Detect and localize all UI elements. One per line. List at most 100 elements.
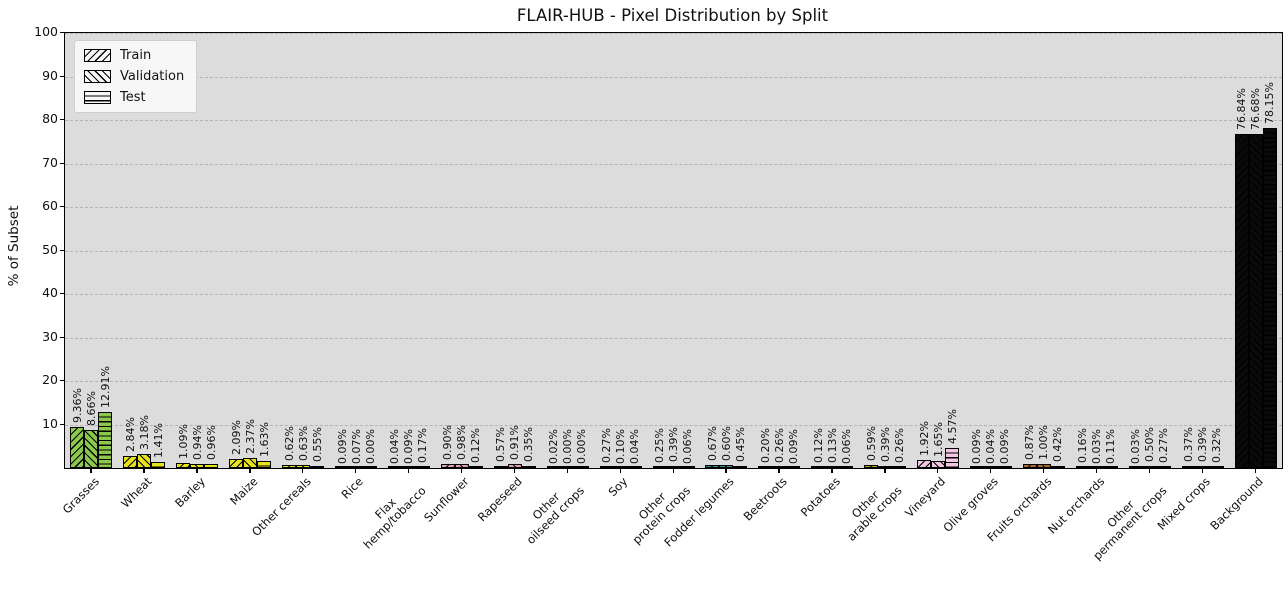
legend-label-test: Test: [120, 90, 146, 105]
bar-validation-16: [931, 460, 946, 468]
bar-train-3: [229, 458, 244, 468]
value-label-test-22: 78.15%: [1263, 82, 1277, 125]
value-label-test-20: 0.27%: [1157, 427, 1171, 463]
xtick-mark: [566, 468, 569, 473]
bar-train-1: [123, 455, 138, 468]
legend-item-train: Train: [84, 48, 184, 63]
bar-train-4: [282, 465, 297, 468]
value-label-test-11: 0.06%: [681, 428, 694, 464]
xtick-mark: [1148, 468, 1151, 473]
value-label-validation-2: 0.94%: [190, 424, 204, 460]
bar-train-8: [493, 465, 508, 468]
bar-test-6: [415, 466, 430, 468]
value-label-test-0: 12.91%: [98, 365, 112, 408]
bar-train-18: [1022, 464, 1037, 468]
bar-test-10: [627, 466, 642, 468]
legend-label-train: Train: [120, 48, 152, 63]
value-label-validation-10: 0.10%: [614, 428, 628, 464]
xtick-label-10: Soy: [605, 474, 631, 500]
value-label-validation-3: 2.37%: [243, 418, 257, 454]
bar-test-11: [680, 466, 695, 468]
value-label-validation-8: 0.91%: [508, 425, 522, 461]
ytick-mark: [60, 423, 64, 425]
bar-train-2: [176, 463, 191, 468]
ytick-label-10: 10: [42, 415, 58, 431]
bar-train-6: [387, 466, 402, 468]
gridline-100: [65, 33, 1282, 34]
value-label-train-12: 0.67%: [705, 426, 719, 462]
ytick-label-70: 70: [42, 154, 58, 170]
bar-train-0: [70, 427, 85, 468]
value-label-train-0: 9.36%: [70, 388, 84, 424]
value-label-train-13: 0.20%: [758, 428, 772, 464]
value-label-test-16: 4.57%: [945, 409, 959, 445]
bar-test-16: [945, 448, 960, 468]
value-label-validation-15: 0.39%: [878, 427, 892, 463]
value-label-validation-19: 0.03%: [1090, 428, 1104, 464]
ytick-mark: [60, 75, 64, 77]
bar-test-13: [786, 466, 801, 468]
value-label-train-8: 0.57%: [494, 426, 508, 462]
ytick-label-50: 50: [42, 241, 58, 257]
bar-validation-15: [878, 466, 893, 468]
value-label-test-14: 0.06%: [839, 428, 853, 464]
xtick-mark: [778, 468, 780, 473]
xtick-mark: [407, 468, 410, 473]
bar-train-14: [811, 466, 826, 468]
value-label-test-18: 0.42%: [1051, 427, 1065, 463]
gridline-50: [65, 250, 1282, 252]
xtick-mark: [619, 468, 621, 473]
xtick-mark: [831, 468, 833, 473]
xtick-label-2: Barley: [171, 474, 208, 511]
value-label-train-5: 0.09%: [335, 428, 349, 464]
bar-validation-7: [454, 463, 469, 468]
value-label-train-15: 0.59%: [864, 426, 878, 462]
xtick-label-3: Maize: [226, 474, 261, 508]
bar-test-1: [151, 461, 166, 468]
bar-test-9: [574, 466, 589, 468]
value-label-validation-0: 8.66%: [84, 391, 98, 427]
bar-validation-17: [983, 466, 998, 468]
ytick-mark: [60, 293, 64, 295]
bar-validation-3: [243, 457, 258, 468]
xtick-label-5: Rice: [338, 474, 367, 502]
bar-train-10: [599, 466, 614, 468]
ytick-label-40: 40: [42, 285, 58, 300]
bar-validation-22: [1248, 134, 1263, 468]
legend-item-test: Test: [84, 90, 184, 105]
bar-train-15: [864, 465, 879, 468]
value-label-train-7: 0.90%: [441, 425, 455, 461]
gridline-40: [65, 294, 1282, 295]
chart-title: FLAIR-HUB - Pixel Distribution by Split: [516, 6, 829, 25]
gridline-30: [65, 337, 1282, 339]
xtick-label-9: Other oilseed crops: [523, 483, 587, 547]
gridline-10: [65, 424, 1282, 426]
xtick-label-0: Grasses: [59, 474, 102, 517]
value-label-test-13: 0.09%: [786, 428, 800, 464]
value-label-test-9: 0.00%: [575, 429, 589, 464]
bar-validation-19: [1089, 466, 1104, 468]
xtick-mark: [725, 468, 727, 473]
ytick-mark: [60, 380, 64, 382]
ytick-mark: [60, 119, 64, 121]
train-swatch-icon: [84, 49, 111, 62]
bar-validation-9: [560, 466, 575, 468]
bar-validation-5: [349, 466, 364, 468]
gridline-20: [65, 381, 1282, 382]
bar-test-18: [1050, 466, 1065, 468]
validation-swatch-icon: [84, 70, 111, 83]
ytick-mark: [60, 206, 64, 208]
value-label-validation-4: 0.63%: [296, 426, 310, 462]
bar-validation-4: [296, 465, 311, 468]
value-label-validation-22: 76.68%: [1249, 88, 1263, 131]
value-label-validation-6: 0.09%: [402, 428, 416, 464]
value-label-test-7: 0.12%: [469, 428, 483, 464]
value-label-test-8: 0.35%: [522, 427, 536, 463]
value-label-test-2: 0.96%: [204, 424, 218, 460]
ytick-label-20: 20: [42, 372, 58, 387]
value-label-train-20: 0.03%: [1129, 428, 1143, 464]
test-swatch-icon: [84, 91, 111, 104]
value-label-validation-12: 0.60%: [719, 426, 733, 462]
xtick-mark: [143, 468, 145, 473]
